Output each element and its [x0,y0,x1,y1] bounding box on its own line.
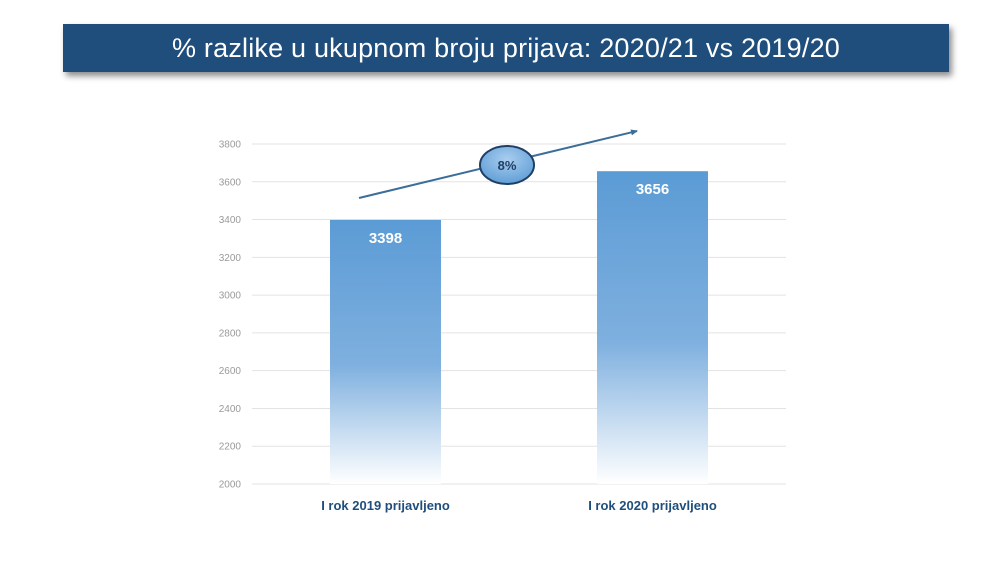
y-axis: 2000 2200 2400 2600 2800 3000 3200 3400 3600 3800 [219,140,242,491]
y-tick-label: 2600 [219,366,242,377]
bar [597,171,708,484]
y-tick-label: 3600 [219,177,242,188]
data-labels: 3398 3656 [369,181,669,247]
y-tick-label: 2000 [219,480,242,491]
page-title: % razlike u ukupnom broju prijava: 2020/… [172,32,840,63]
x-tick-label: I rok 2019 prijavljeno [321,498,450,513]
bar [330,219,441,484]
trend-annotation: 8% [358,129,638,199]
y-tick-label: 2400 [219,404,242,415]
title-banner: % razlike u ukupnom broju prijava: 2020/… [63,24,949,72]
y-tick-label: 2800 [219,328,242,339]
x-axis: I rok 2019 prijavljeno I rok 2020 prijavl… [321,498,717,513]
percent-badge-label: 8% [498,158,517,173]
x-tick-label: I rok 2020 prijavljeno [588,498,717,513]
y-tick-label: 2200 [219,442,242,453]
bars [330,171,708,484]
y-tick-label: 3800 [219,140,242,151]
y-tick-label: 3000 [219,291,242,302]
bar-value-label: 3398 [369,230,402,247]
y-tick-label: 3200 [219,253,242,264]
percent-badge [479,145,535,185]
bar-value-label: 3656 [636,181,669,198]
y-tick-label: 3400 [219,215,242,226]
